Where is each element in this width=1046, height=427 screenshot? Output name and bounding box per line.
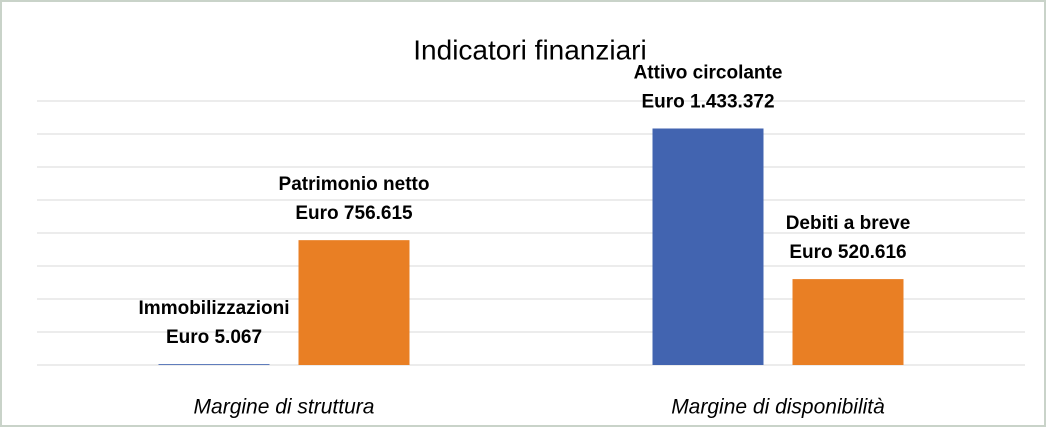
- data-label: Euro 5.067: [166, 327, 262, 348]
- x-tick-label: Margine di disponibilità: [671, 396, 885, 419]
- bar: [652, 128, 764, 365]
- data-label: Euro 520.616: [789, 242, 906, 263]
- bar-label: Patrimonio netto: [279, 174, 430, 195]
- bar: [158, 364, 270, 365]
- data-label: Euro 756.615: [295, 203, 413, 224]
- bar: [298, 240, 410, 365]
- chart-title: Indicatori finanziari: [413, 34, 646, 65]
- bar-label: Immobilizzazioni: [139, 298, 290, 319]
- x-tick-label: Margine di struttura: [194, 396, 375, 419]
- bar-label: Attivo circolante: [634, 63, 783, 84]
- bars: [158, 128, 904, 365]
- data-label: Euro 1.433.372: [641, 92, 774, 113]
- bar: [792, 279, 904, 365]
- bar-label: Debiti a breve: [786, 213, 911, 234]
